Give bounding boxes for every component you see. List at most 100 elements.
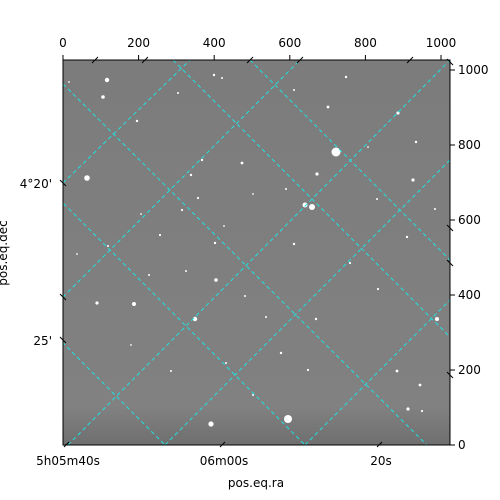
x-pixel-tick-600: 600 (278, 36, 301, 50)
star-22 (221, 77, 223, 79)
grid-line-0 (63, 83, 428, 445)
ra-axis-label: pos.eq.ra (228, 476, 284, 490)
grid-line-5 (63, 60, 191, 184)
ra-tick-mark-top-0 (91, 56, 99, 64)
dec-tick-mark-right-2 (446, 259, 454, 267)
star-4 (84, 175, 90, 181)
dec-tick-mark-left-0 (59, 179, 67, 187)
star-44 (252, 394, 254, 396)
star-2 (302, 202, 308, 208)
star-36 (406, 407, 410, 411)
star-9 (214, 278, 218, 282)
star-35 (418, 383, 422, 387)
dec-tick-mark-right-1 (446, 224, 454, 232)
star-43 (244, 295, 246, 297)
dec-axis-label: pos.eq.dec (0, 220, 10, 285)
star-7 (101, 95, 105, 99)
star-39 (306, 368, 310, 372)
dec-tick-mark-right-3 (446, 371, 454, 379)
star-32 (414, 140, 418, 144)
ra-tick-mark-top-1 (141, 56, 149, 64)
star-58 (76, 253, 78, 255)
star-46 (225, 362, 227, 364)
star-15 (315, 172, 319, 176)
ra-tick-mark-top-3 (296, 56, 304, 64)
star-50 (177, 92, 179, 94)
star-24 (180, 208, 184, 212)
ra-tick-mark-bottom-0 (63, 441, 70, 448)
tick-marks (59, 55, 455, 448)
star-27 (158, 233, 162, 237)
star-57 (140, 213, 142, 215)
star-48 (185, 270, 187, 272)
dec-tick-mark-right-0 (446, 58, 454, 66)
star-37 (420, 409, 424, 413)
y-pixel-tick-0: 0 (458, 438, 466, 452)
star-56 (223, 225, 225, 227)
star-33 (434, 208, 436, 210)
star-42 (148, 274, 150, 276)
star-12 (435, 317, 439, 321)
star-13 (411, 178, 415, 182)
star-1 (309, 204, 315, 210)
star-52 (367, 146, 369, 148)
star-3 (284, 415, 292, 423)
dec-tick-label-0: 4°20' (20, 177, 52, 191)
sky-image (63, 60, 450, 445)
x-pixel-tick-200: 200 (127, 36, 150, 50)
grid-line-8 (164, 159, 450, 445)
star-41 (265, 316, 267, 318)
y-pixel-tick-1000: 1000 (458, 63, 489, 77)
x-pixel-tick-800: 800 (354, 36, 377, 50)
star-5 (208, 421, 214, 427)
x-pixel-tick-400: 400 (203, 36, 226, 50)
star-51 (293, 89, 295, 91)
grid-line-3 (63, 202, 306, 445)
dec-tick-label-1: 25' (33, 334, 52, 348)
ra-tick-label-0: 5h05m40s (36, 454, 100, 468)
star-25 (196, 196, 200, 200)
star-53 (376, 198, 378, 200)
star-31 (405, 235, 409, 239)
star-0 (331, 147, 341, 157)
ra-tick-mark-top-2 (246, 56, 254, 64)
star-17 (200, 158, 204, 162)
grid-line-2 (249, 60, 450, 261)
y-pixel-tick-800: 800 (458, 138, 481, 152)
x-pixel-tick-1000: 1000 (426, 36, 457, 50)
ra-tick-mark-bottom-1 (219, 441, 226, 448)
coordinate-grid (63, 60, 450, 445)
x-pixel-tick-0: 0 (59, 36, 67, 50)
star-40 (314, 317, 318, 321)
star-6 (104, 77, 110, 83)
star-29 (292, 242, 296, 246)
star-10 (132, 302, 136, 306)
ra-tick-mark-bottom-2 (376, 441, 383, 448)
dec-tick-mark-left-2 (59, 336, 67, 344)
star-19 (326, 105, 330, 109)
y-pixel-tick-200: 200 (458, 363, 481, 377)
dec-tick-mark-left-1 (59, 293, 67, 301)
grid-line-7 (67, 60, 450, 445)
y-pixel-tick-400: 400 (458, 288, 481, 302)
star-59 (285, 188, 287, 190)
grid-line-1 (172, 60, 450, 338)
star-28 (213, 241, 217, 245)
star-45 (170, 370, 172, 372)
grid-line-9 (304, 299, 450, 445)
ra-tick-label-1: 06m00s (200, 454, 248, 468)
star-38 (279, 351, 283, 355)
y-pixel-tick-600: 600 (458, 213, 481, 227)
ra-tick-label-2: 20s (370, 454, 392, 468)
plot-frame (62, 59, 451, 446)
star-23 (135, 119, 139, 123)
star-20 (344, 75, 348, 79)
star-49 (68, 81, 70, 83)
star-26 (107, 245, 109, 247)
star-55 (252, 193, 254, 195)
star-11 (95, 301, 99, 305)
star-21 (212, 73, 216, 77)
star-16 (240, 161, 244, 165)
star-34 (395, 369, 399, 373)
